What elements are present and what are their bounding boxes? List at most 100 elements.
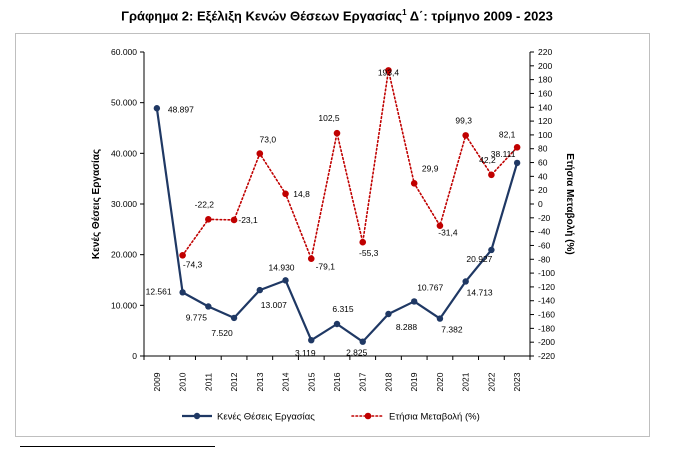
y-tick-label-left: 10.000: [111, 300, 137, 310]
data-label-annual-change: 82,1: [499, 129, 516, 139]
data-label-annual-change: -31,4: [438, 228, 458, 238]
y-tick-label-left: 50.000: [111, 98, 137, 108]
data-label-annual-change: -74,3: [183, 259, 203, 269]
chart-title: Γράφημα 2: Εξέλιξη Κενών Θέσεων Εργασίας…: [0, 8, 674, 23]
data-point-vacancies: [153, 105, 161, 112]
x-tick-label: 2022: [486, 372, 496, 391]
data-point-vacancies: [282, 277, 289, 284]
data-label-annual-change: 102,5: [318, 113, 340, 123]
y-tick-label-right: -60: [538, 240, 551, 250]
y-tick-label-right: -80: [538, 254, 551, 264]
data-point-annual-change: [462, 132, 469, 139]
data-label-annual-change: 42,2: [479, 155, 496, 165]
y-tick-label-right: 180: [538, 75, 552, 85]
footnote-separator: [20, 446, 215, 447]
y-tick-label-left: 0: [132, 351, 137, 361]
data-point-vacancies: [462, 278, 469, 285]
data-label-annual-change: -22,2: [195, 199, 215, 209]
data-point-annual-change: [205, 216, 212, 223]
data-label-vacancies: 3.119: [295, 348, 316, 358]
y-tick-label-right: -200: [538, 337, 555, 347]
y-tick-label-right: -100: [538, 268, 555, 278]
data-point-vacancies: [385, 310, 392, 318]
y-tick-label-right: 80: [538, 144, 548, 154]
x-tick-label: 2019: [409, 372, 419, 391]
data-point-annual-change: [488, 171, 495, 179]
data-point-vacancies: [179, 289, 186, 296]
legend-marker-vacancies: [193, 412, 201, 420]
y-tick-label-right: -160: [538, 310, 555, 320]
y-tick-label-right: 40: [538, 171, 548, 181]
x-tick-label: 2017: [358, 372, 368, 391]
data-point-vacancies: [488, 246, 495, 254]
x-tick-label: 2015: [306, 372, 316, 391]
data-label-annual-change: -23,1: [238, 215, 258, 225]
data-label-annual-change: 14,8: [293, 189, 310, 199]
y-tick-label-right: -20: [538, 213, 551, 223]
x-tick-label: 2012: [229, 372, 239, 391]
y-tick-label-right: -180: [538, 323, 555, 333]
x-tick-label: 2014: [281, 372, 291, 391]
data-label-vacancies: 8.288: [396, 322, 418, 332]
chart-title-tail: Δ΄: τρίμηνο 2009 - 2023: [406, 8, 553, 24]
data-label-vacancies: 2.825: [346, 348, 368, 358]
data-label-annual-change: -55,3: [359, 248, 379, 258]
data-point-annual-change: [410, 180, 418, 187]
chart-frame: [15, 33, 650, 437]
data-label-vacancies: 38.111: [491, 149, 516, 159]
data-label-vacancies: 12.561: [146, 286, 172, 296]
data-point-vacancies: [333, 320, 341, 328]
y-tick-label-right: 60: [538, 158, 548, 168]
data-point-vacancies: [205, 303, 212, 310]
data-label-vacancies: 7.382: [441, 325, 463, 335]
data-label-vacancies: 10.767: [417, 282, 443, 292]
legend-label-vacancies: Κενές Θέσεις Εργασίας: [217, 412, 315, 423]
y-tick-label-right: 20: [538, 185, 548, 195]
data-point-annual-change: [436, 222, 444, 229]
data-point-annual-change: [385, 67, 392, 74]
data-point-vacancies: [308, 336, 315, 344]
y-tick-label-right: 220: [538, 47, 552, 57]
series-line-annual-change: [181, 70, 518, 262]
y-tick-label-left: 30.000: [111, 199, 137, 209]
data-label-vacancies: 20.927: [466, 254, 492, 264]
x-tick-label: 2010: [178, 372, 188, 391]
data-point-annual-change: [359, 238, 367, 246]
x-tick-label: 2021: [461, 372, 471, 391]
data-label-vacancies: 13.007: [261, 300, 287, 310]
x-tick-label: 2020: [435, 372, 445, 391]
y-tick-label-left: 60.000: [111, 47, 137, 57]
y-tick-label-right: -120: [538, 282, 555, 292]
data-point-annual-change: [333, 129, 341, 137]
y-tick-label-right: 120: [538, 116, 552, 126]
x-tick-label: 2016: [332, 372, 342, 391]
data-point-vacancies: [230, 314, 238, 322]
y-tick-label-right: 0: [538, 199, 543, 209]
data-label-annual-change: 73,0: [260, 135, 277, 145]
x-tick-label: 2018: [383, 372, 393, 391]
data-point-vacancies: [359, 338, 366, 345]
data-point-vacancies: [256, 286, 263, 294]
y-tick-label-right: 200: [538, 61, 552, 71]
y-tick-label-right: 160: [538, 88, 552, 98]
data-label-vacancies: 9.775: [186, 312, 208, 322]
x-tick-label: 2011: [203, 373, 213, 392]
data-point-annual-change: [256, 150, 264, 157]
data-point-vacancies: [436, 315, 444, 322]
y-tick-label-right: 100: [538, 130, 552, 140]
data-label-annual-change: 193,4: [378, 67, 400, 77]
data-label-annual-change: 99,3: [455, 115, 472, 125]
data-point-annual-change: [179, 252, 186, 259]
data-label-annual-change: 29,9: [422, 163, 439, 173]
y-tick-label-right: -40: [538, 227, 551, 237]
data-point-vacancies: [513, 159, 521, 167]
data-point-vacancies: [411, 298, 418, 305]
chart-title-footnote-mark: 1: [402, 8, 407, 17]
x-tick-label: 2009: [152, 372, 162, 391]
data-point-annual-change: [513, 143, 521, 151]
data-label-vacancies: 6.315: [332, 304, 354, 314]
data-label-vacancies: 7.520: [211, 328, 233, 338]
data-label-vacancies: 48.897: [168, 104, 194, 114]
y-tick-label-right: -220: [538, 351, 555, 361]
